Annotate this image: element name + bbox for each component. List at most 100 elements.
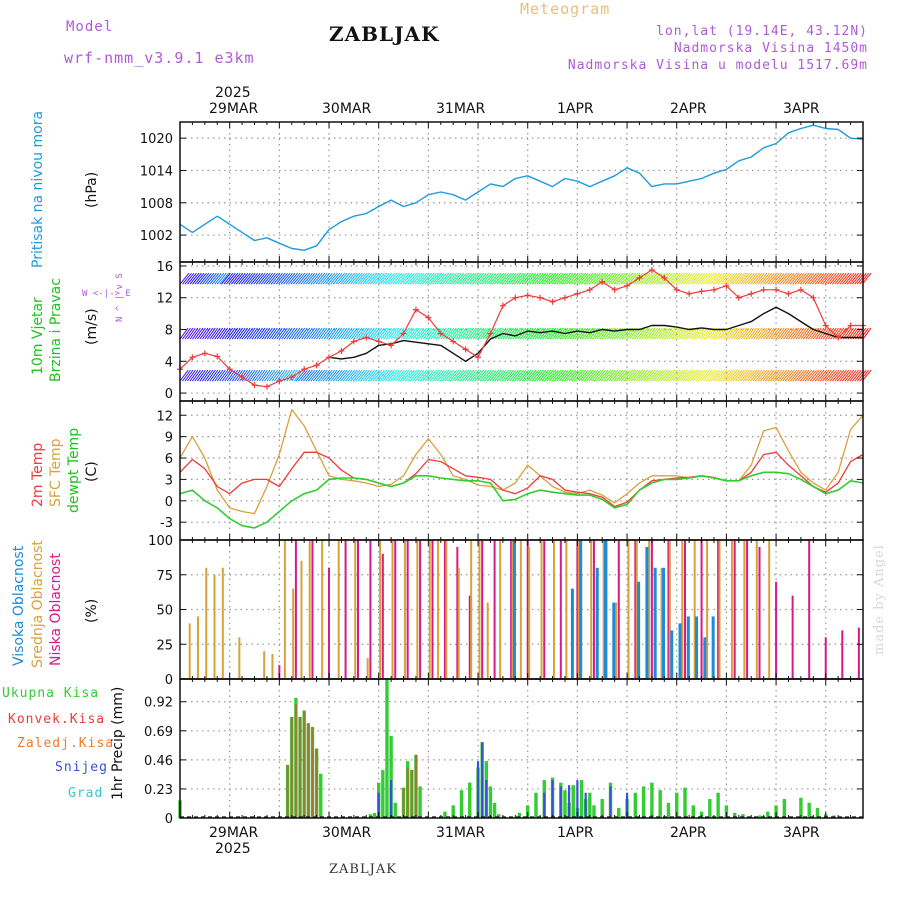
wind-barb <box>588 369 599 382</box>
wind-barb <box>737 369 748 382</box>
wind-barb <box>678 327 688 340</box>
wind-barb <box>315 272 326 285</box>
wind-barb <box>720 369 730 382</box>
wind-barb <box>318 327 328 340</box>
wind-barb <box>281 327 291 340</box>
wind-barb <box>502 327 512 340</box>
wind-barb <box>723 327 733 340</box>
wind-barb <box>831 369 842 382</box>
wind-barb <box>670 272 681 285</box>
wind-barb <box>665 272 676 285</box>
wind-barb <box>302 272 313 285</box>
wind-barb <box>328 327 338 340</box>
mid-cloud-bar <box>615 602 618 679</box>
wind-barb <box>514 327 524 340</box>
snow-bar <box>543 792 546 818</box>
low-cloud-bar <box>278 665 281 679</box>
wind-barb <box>345 272 355 285</box>
wind-barb <box>788 327 797 340</box>
wind-barb <box>377 369 388 382</box>
wind-barb <box>261 327 271 340</box>
panel-frame-pressure <box>179 121 864 263</box>
wind-barb <box>291 327 301 340</box>
low-cloud-bar <box>526 540 529 679</box>
wind-barb <box>417 369 427 382</box>
wind-barb <box>750 327 760 340</box>
wind-barb <box>812 369 822 382</box>
footer-station: ZABLJAK <box>329 862 397 877</box>
wind-barb <box>519 272 529 285</box>
wind-barb <box>825 327 835 340</box>
wind-barb <box>817 327 827 340</box>
wind-barb <box>266 327 276 340</box>
wind-barb <box>491 272 502 285</box>
wind-barb <box>841 272 852 285</box>
wind-barb <box>541 369 552 382</box>
wind-barb <box>538 272 549 285</box>
wind-barb <box>814 272 825 285</box>
high-cloud-bar <box>570 588 574 679</box>
wind-barb <box>742 369 753 382</box>
wind-barb <box>558 272 569 285</box>
wind-barb <box>236 327 246 340</box>
wind-barb <box>836 369 847 382</box>
wind-barb <box>322 272 333 285</box>
wind-barb <box>538 369 549 382</box>
wind-barb <box>403 327 412 340</box>
wind-gust-marker <box>450 338 457 345</box>
legend-hail: Grad <box>68 786 104 801</box>
wind-barb <box>773 327 782 340</box>
wind-barb <box>241 369 251 382</box>
y-tick-label: 12 <box>156 409 173 424</box>
wind-barb <box>454 369 465 382</box>
wind-barb <box>685 272 696 285</box>
wind-barb <box>494 369 504 382</box>
wind-barb <box>646 327 656 340</box>
wind-barb <box>745 272 755 285</box>
total-rain-bar <box>666 802 671 818</box>
wind-barb <box>442 272 452 285</box>
wind-barb <box>655 369 666 382</box>
wind-gust-marker <box>462 346 469 353</box>
wind-barb <box>216 369 226 382</box>
wind-barb <box>402 369 413 382</box>
wind-barb <box>460 327 470 340</box>
low-cloud-bar <box>356 540 359 679</box>
wind-barb <box>789 272 800 285</box>
wind-barb <box>182 272 192 285</box>
wind-barb <box>760 327 770 340</box>
wind-barb <box>368 327 378 340</box>
wind-barb <box>603 272 614 285</box>
wind-barb <box>636 327 646 340</box>
wind-barb <box>625 272 636 285</box>
wind-barb <box>789 369 800 382</box>
wind-barb <box>239 369 249 382</box>
wind-barb <box>715 369 726 382</box>
wind-barb <box>387 369 398 382</box>
wind-barb <box>817 369 827 382</box>
wind-barb <box>447 327 457 340</box>
wind-barb <box>586 272 596 285</box>
wind-barb <box>645 369 656 382</box>
wind-barb <box>849 369 860 382</box>
low-cloud-bar <box>758 546 761 679</box>
wind-barb <box>404 272 415 285</box>
wind-barb <box>509 369 519 382</box>
low-cloud-bar <box>576 540 579 679</box>
top-date-2apr: 2APR <box>670 101 707 117</box>
wind-barb <box>383 327 393 340</box>
wind-barb <box>420 327 430 340</box>
wind-barb <box>628 369 639 382</box>
low-cloud-bar <box>381 553 384 679</box>
wind-barb <box>534 327 544 340</box>
wind-barb <box>382 272 393 285</box>
wind-barb <box>615 369 626 382</box>
wind-barb <box>397 272 408 285</box>
wind-barb <box>509 327 519 340</box>
total-rain-bar <box>650 782 654 818</box>
mid-cloud-bar <box>627 540 630 679</box>
total-rain-bar <box>372 812 377 818</box>
wind-barb <box>370 369 380 382</box>
wind-barb <box>658 369 668 382</box>
